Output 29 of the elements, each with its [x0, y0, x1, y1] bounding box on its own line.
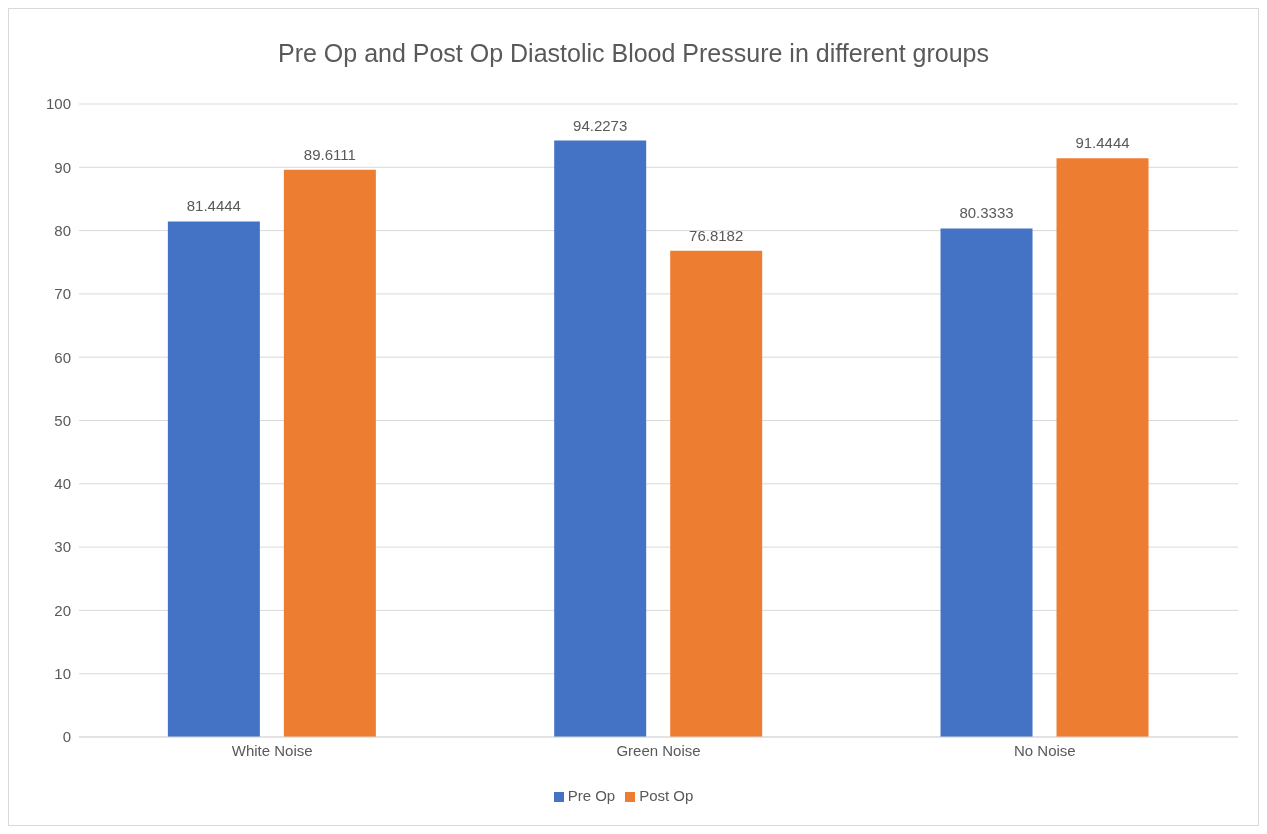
y-tick-label: 90 [54, 158, 71, 176]
bar [283, 169, 376, 737]
bar [554, 140, 647, 737]
y-tick-label: 100 [45, 95, 71, 113]
x-tick-label: White Noise [231, 741, 313, 759]
data-label: 81.4444 [186, 197, 241, 215]
y-tick-label: 50 [54, 411, 71, 429]
y-tick-label: 60 [54, 348, 71, 366]
data-label: 94.2273 [573, 116, 628, 134]
data-label: 76.8182 [689, 226, 744, 244]
y-tick-label: 70 [54, 285, 71, 303]
bar [1056, 158, 1149, 737]
data-label: 80.3333 [959, 204, 1014, 222]
bar [670, 250, 763, 737]
y-tick-label: 10 [54, 665, 71, 683]
legend-label: Post Op [639, 787, 694, 804]
y-tick-label: 0 [62, 728, 71, 746]
legend-label: Pre Op [567, 787, 616, 804]
data-label: 91.4444 [1075, 134, 1130, 152]
y-tick-label: 80 [54, 221, 71, 239]
x-tick-label: No Noise [1013, 741, 1076, 759]
y-tick-label: 30 [54, 538, 71, 556]
bar [940, 228, 1033, 737]
x-tick-label: Green Noise [616, 741, 701, 759]
data-label: 89.6111 [303, 145, 356, 163]
chart-title: Pre Op and Post Op Diastolic Blood Pressure in different groups [277, 39, 990, 68]
y-tick-label: 40 [54, 475, 71, 493]
bar [167, 221, 260, 737]
y-tick-label: 20 [54, 601, 71, 619]
